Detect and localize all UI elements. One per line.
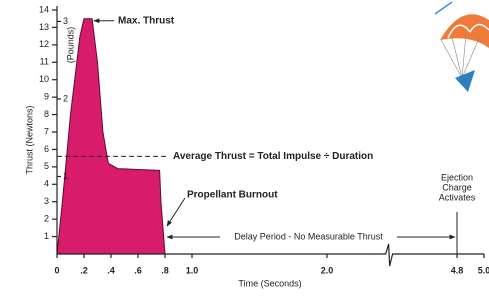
chart: Thrust (Newtons) (Pounds) Time (Seconds)… (0, 0, 489, 299)
max-thrust-label: Max. Thrust (118, 15, 175, 26)
x-tick-label: 2.0 (321, 265, 334, 275)
y-tick-label: 11 (40, 57, 49, 67)
x-tick-label: 0 (54, 265, 59, 275)
y-tick-label: 3 (44, 196, 49, 206)
y-tick-label: 13 (39, 22, 49, 32)
y-axis-title: Thrust (Newtons) (24, 105, 34, 174)
x-tick-label: .8 (161, 265, 169, 275)
ejection-label: Activates (439, 192, 476, 202)
y-tick-label: 2 (44, 214, 49, 224)
burnout-arrow (167, 198, 185, 226)
x-tick-label: 4.8 (451, 265, 464, 275)
delay-label: Delay Period - No Measurable Thrust (234, 231, 383, 241)
y-tick-label: 1 (44, 231, 49, 241)
average-label: Average Thrust = Total Impulse ÷ Duratio… (173, 151, 373, 162)
y-tick-label: 9 (44, 92, 49, 102)
x-tick-label: 1.0 (186, 265, 199, 275)
x-tick-label: .4 (107, 265, 115, 275)
axis-break (374, 244, 403, 266)
y-tick-label: 12 (39, 39, 49, 49)
y-tick-label: 7 (44, 126, 49, 136)
y2-tick-label: 3 (63, 16, 68, 26)
x-axis-title: Time (Seconds) (238, 278, 301, 288)
burnout-label: Propellant Burnout (187, 190, 278, 201)
y-tick-label: 4 (44, 179, 49, 189)
y-tick-label: 8 (44, 109, 49, 119)
y-tick-label: 6 (44, 144, 49, 154)
x-tick-label: .2 (80, 265, 88, 275)
y2-axis-title: (Pounds) (65, 27, 75, 64)
x-tick-label: 5.0 (478, 265, 489, 275)
y-tick-label: 14 (39, 4, 49, 14)
y-tick-label: 5 (44, 161, 49, 171)
x-tick-label: .6 (134, 265, 142, 275)
y2-tick-label: 1 (63, 171, 68, 181)
ejection-label: Ejection (441, 172, 473, 182)
y-tick-label: 10 (39, 74, 49, 84)
parachute-icon (435, 2, 489, 92)
ejection-label: Charge (442, 182, 472, 192)
y2-tick-label: 2 (63, 93, 68, 103)
